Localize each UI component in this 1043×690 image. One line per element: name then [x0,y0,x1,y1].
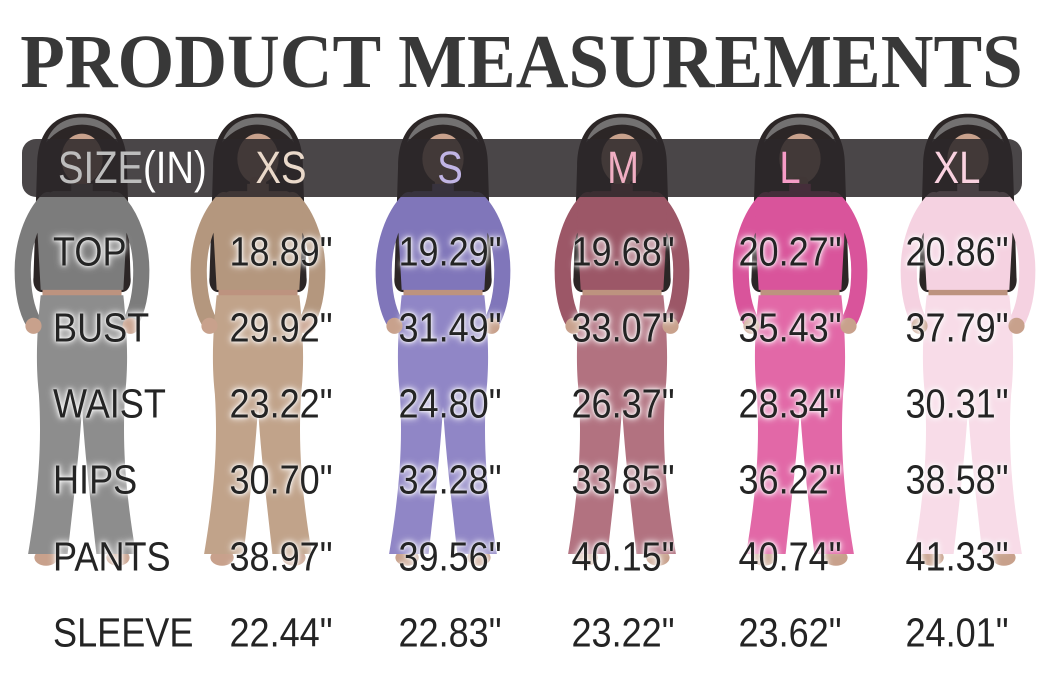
size-label: SIZE [58,142,144,193]
cell-value: 23.62" [738,609,842,656]
left-hand [911,317,928,334]
right-arm [648,191,690,331]
page-title: PRODUCT MEASUREMENTS [20,19,1023,104]
cell-value: 20.27" [738,228,842,275]
cell-value: 35.43" [738,304,842,351]
crop-top [576,183,668,290]
size-header-row: SIZE(IN) XS S M L XL [0,139,1043,197]
cell-value: 22.83" [398,609,502,656]
right-arm [826,191,868,331]
hair-streaks [222,117,294,143]
cell-value: 23.22" [229,380,333,427]
size-header-bar [22,139,1022,197]
crop-top [754,183,846,290]
size-in-label: SIZE(IN) [58,142,207,194]
left-arm [375,191,417,331]
crop-top [36,183,128,290]
cell-value: 24.80" [398,380,502,427]
cell-value: 32.28" [398,456,502,503]
right-arm [108,191,150,331]
left-arm [900,191,942,331]
row-label: SLEEVE [53,609,194,656]
crop-top [397,183,489,290]
cell-value: 38.97" [229,533,333,580]
row-label: HIPS [53,456,138,503]
cell-value: 30.70" [229,456,333,503]
hair-streaks [764,117,836,143]
flare-pants [746,295,854,555]
cell-value: 30.31" [905,380,1009,427]
right-arm [284,191,326,331]
left-arm [732,191,774,331]
row-label: BUST [53,304,150,351]
left-hand [201,317,218,334]
cell-value: 23.22" [571,609,675,656]
left-hand [386,317,403,334]
flare-pants [389,295,497,555]
flare-pants [204,295,312,555]
cell-value: 40.15" [571,533,675,580]
cell-value: 41.33" [905,533,1009,580]
size-column-header-s: S [437,142,463,193]
right-hand [1008,317,1025,334]
flare-pants [568,295,676,555]
size-column-header-xl: XL [933,142,981,193]
crop-top [922,183,1014,290]
cell-value: 33.85" [571,456,675,503]
size-column-header-l: L [779,142,801,193]
left-hand [565,317,582,334]
right-hand [298,317,315,334]
size-column-header-m: M [607,142,639,193]
left-arm [554,191,596,331]
cell-value: 26.37" [571,380,675,427]
right-arm [469,191,511,331]
flare-pants [914,295,1022,555]
cell-value: 38.58" [905,456,1009,503]
cell-value: 31.49" [398,304,502,351]
flare-pants [28,295,136,555]
row-label: TOP [53,228,127,275]
right-hand [662,317,679,334]
cell-value: 37.79" [905,304,1009,351]
cell-value: 20.86" [905,228,1009,275]
cell-value: 28.34" [738,380,842,427]
cell-value: 19.68" [571,228,675,275]
cell-value: 40.74" [738,533,842,580]
cell-value: 39.56" [398,533,502,580]
right-hand [122,317,139,334]
right-hand [840,317,857,334]
row-label: PANTS [53,533,171,580]
hair-streaks [586,117,658,143]
cell-value: 33.07" [571,304,675,351]
cell-value: 19.29" [398,228,502,275]
cell-value: 22.44" [229,609,333,656]
hair-streaks [932,117,1004,143]
row-label: WAIST [53,380,166,427]
size-column-header-xs: XS [255,142,307,193]
hair-streaks [407,117,479,143]
hair-streaks [46,117,118,143]
left-hand [25,317,42,334]
left-arm [190,191,232,331]
right-arm [994,191,1036,331]
left-hand [743,317,760,334]
cell-value: 36.22" [738,456,842,503]
crop-top [212,183,304,290]
left-arm [14,191,56,331]
cell-value: 18.89" [229,228,333,275]
right-hand [483,317,500,334]
cell-value: 29.92" [229,304,333,351]
size-unit-label: (IN) [143,142,207,193]
cell-value: 24.01" [905,609,1009,656]
